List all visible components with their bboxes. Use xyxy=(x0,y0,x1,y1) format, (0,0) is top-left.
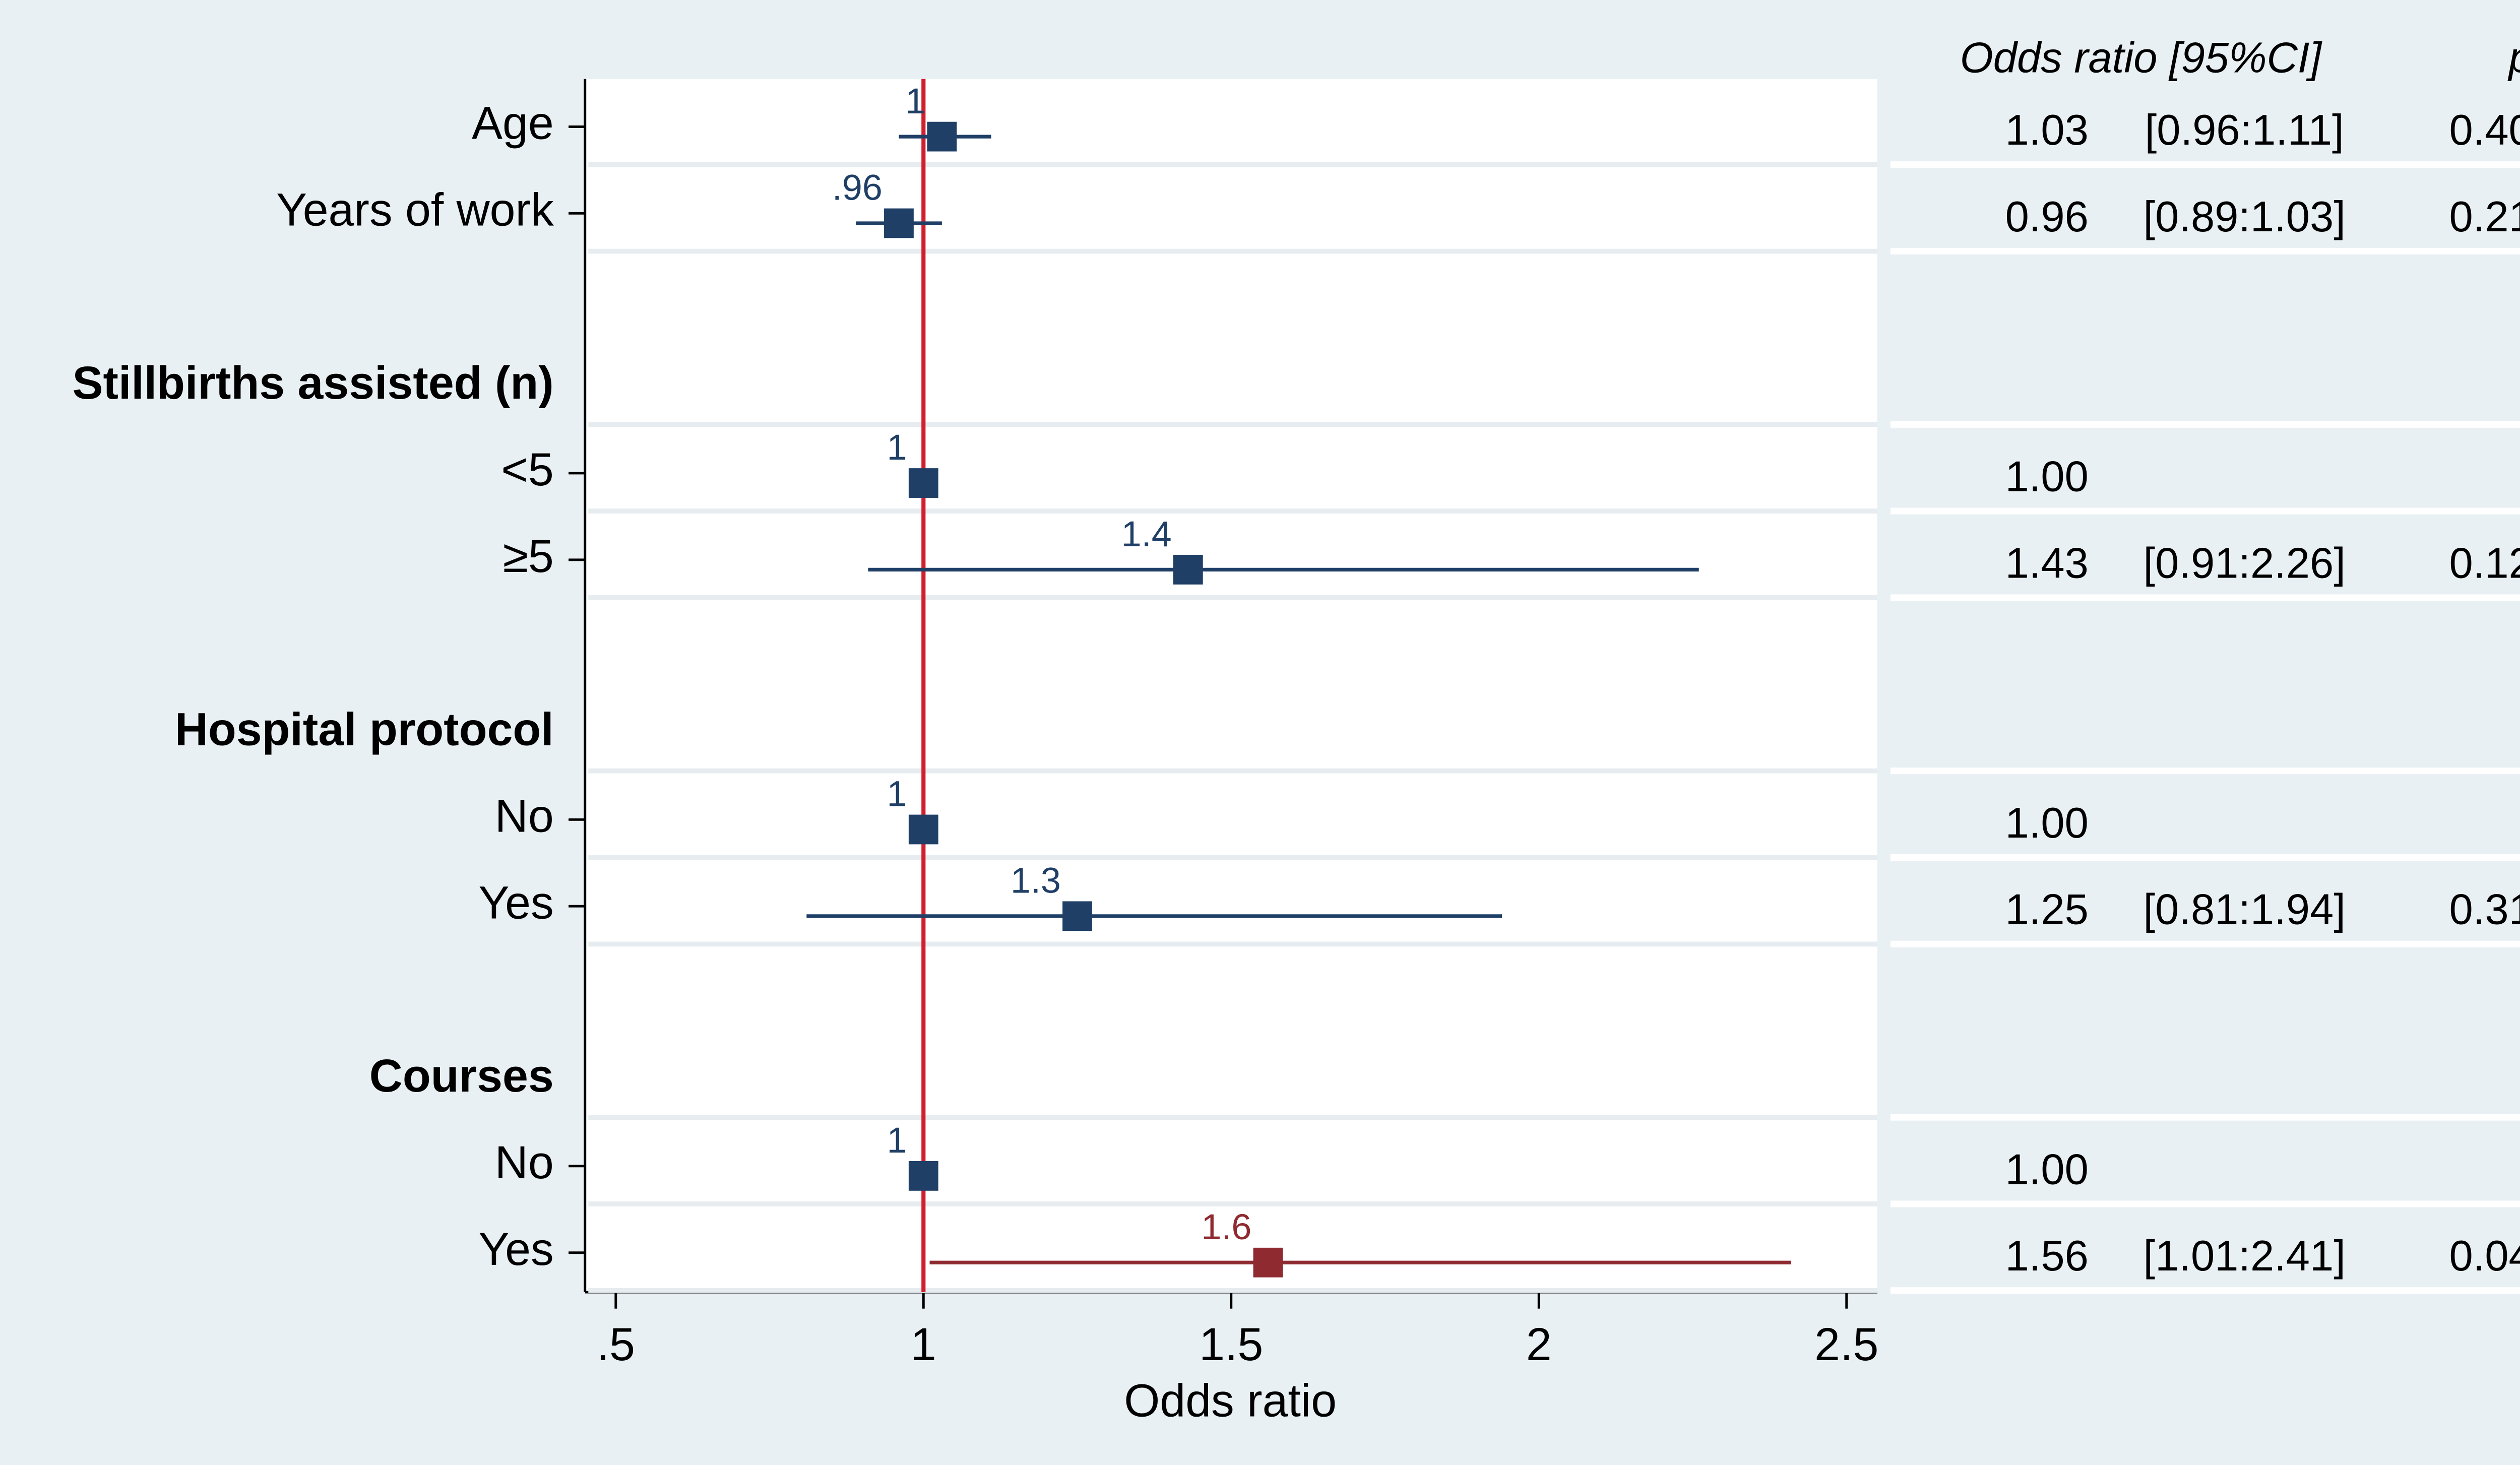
x-tick-label: 2.5 xyxy=(1814,1319,1878,1370)
point-estimate xyxy=(908,1161,938,1191)
group-header: Courses xyxy=(369,1050,554,1102)
data-label: .96 xyxy=(832,168,883,208)
table-ci: [0.81:1.94] xyxy=(2144,885,2346,933)
x-tick-label: .5 xyxy=(597,1319,635,1370)
table-p-value: 0.31 xyxy=(2449,885,2520,933)
plot-area xyxy=(585,79,1877,1293)
table-odds-ratio: 1.03 xyxy=(2005,106,2089,154)
data-label: 1 xyxy=(905,81,925,121)
table-odds-ratio: 1.43 xyxy=(2005,539,2089,587)
table-odds-ratio: 1.00 xyxy=(2005,799,2089,847)
y-tick-label: Yes xyxy=(479,1224,554,1275)
point-estimate xyxy=(927,121,957,152)
group-header: Hospital protocol xyxy=(175,704,554,755)
table-header: p xyxy=(2507,33,2520,81)
table-p-value: 0.21 xyxy=(2449,193,2520,240)
table-odds-ratio: 1.25 xyxy=(2005,885,2089,933)
data-label: 1.4 xyxy=(1121,514,1172,554)
data-label: 1.3 xyxy=(1011,860,1061,901)
group-header: Stillbirths assisted (n) xyxy=(73,357,554,409)
y-tick-label: <5 xyxy=(501,444,553,495)
data-label: 1.6 xyxy=(1202,1207,1252,1247)
x-tick-label: 1.5 xyxy=(1199,1319,1263,1370)
y-tick-label: Yes xyxy=(479,877,554,928)
x-tick-label: 2 xyxy=(1526,1319,1552,1370)
y-tick-label: Age xyxy=(472,98,554,149)
table-odds-ratio: 1.56 xyxy=(2005,1232,2089,1280)
y-tick-label: No xyxy=(495,791,554,842)
table-ci: [0.91:2.26] xyxy=(2144,539,2346,587)
y-tick-label: Years of work xyxy=(276,184,554,236)
table-p-value: 0.04 xyxy=(2449,1232,2520,1280)
data-label: 1 xyxy=(887,774,907,814)
table-odds-ratio: 1.00 xyxy=(2005,1145,2089,1193)
y-tick-label: ≥5 xyxy=(503,531,554,582)
table-ci: [0.96:1.11] xyxy=(2145,106,2344,154)
point-estimate xyxy=(884,208,914,238)
table-odds-ratio: 0.96 xyxy=(2005,193,2089,240)
x-tick-label: 1 xyxy=(911,1319,936,1370)
table-p-value: 0.40 xyxy=(2449,106,2520,154)
data-label: 1 xyxy=(887,1120,907,1161)
x-axis-title: Odds ratio xyxy=(1124,1375,1337,1426)
table-p-value: 0.12 xyxy=(2449,539,2520,587)
table-ci: [0.89:1.03] xyxy=(2144,193,2346,240)
point-estimate xyxy=(908,468,938,498)
y-tick-label: No xyxy=(495,1137,554,1188)
point-estimate xyxy=(1173,554,1203,585)
point-estimate xyxy=(1062,901,1092,931)
table-odds-ratio: 1.00 xyxy=(2005,452,2089,500)
table-ci: [1.01:2.41] xyxy=(2144,1232,2346,1280)
data-label: 1 xyxy=(887,427,907,468)
table-header: Odds ratio [95%CI] xyxy=(1960,33,2323,81)
point-estimate xyxy=(908,814,938,845)
point-estimate xyxy=(1253,1247,1283,1278)
